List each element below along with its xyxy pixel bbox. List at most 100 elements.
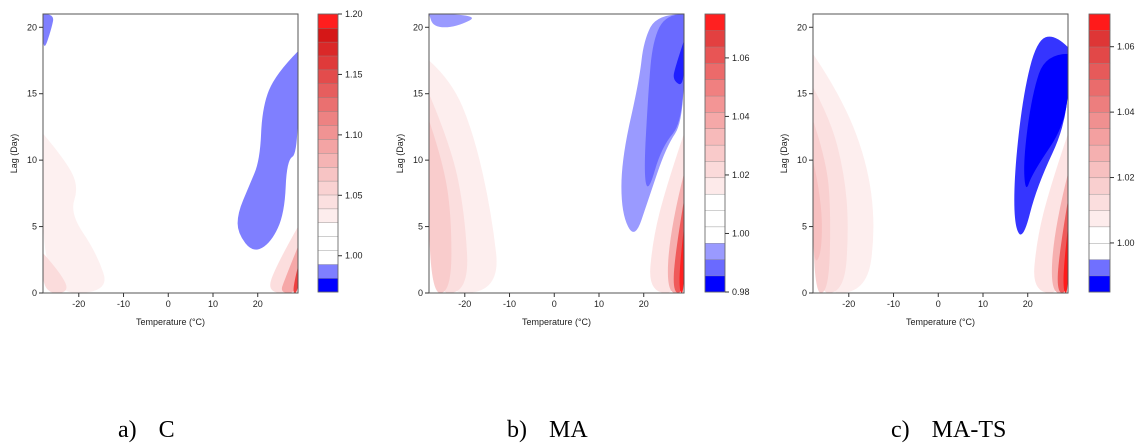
x-tick-label: 0: [936, 299, 941, 309]
x-tick-label: 0: [166, 299, 171, 309]
y-tick-label: 0: [418, 288, 423, 298]
x-tick-label: 10: [208, 299, 218, 309]
colorbar-segment: [704, 79, 726, 97]
colorbar-tick-label: 1.02: [732, 170, 750, 180]
colorbar-tick-label: 1.00: [732, 228, 750, 238]
contour-cold-pink-1: [43, 133, 105, 293]
x-tick-label: 20: [253, 299, 263, 309]
colorbar-segment: [1088, 259, 1111, 277]
x-axis-label: Temperature (°C): [906, 317, 975, 327]
plot-area: [429, 14, 684, 293]
colorbar-segment: [1088, 79, 1111, 97]
colorbar-segment: [1088, 275, 1111, 293]
colorbar-segment: [1088, 177, 1111, 195]
colorbar-segment: [704, 177, 726, 195]
y-tick-label: 10: [27, 155, 37, 165]
contour-hot-pink-2: [281, 246, 298, 293]
caption-letter: a): [118, 417, 137, 443]
colorbar-tick-label: 1.10: [345, 130, 363, 140]
colorbar-tick-label: 1.04: [1117, 107, 1135, 117]
caption-name: MA: [549, 417, 588, 443]
colorbar-segment: [317, 222, 339, 237]
panel-2: -20 -10 0 10 20 0 5 10 15 20 Temperature (°C) Lag (…: [395, 13, 750, 443]
plot-frame: [812, 13, 1069, 294]
colorbar-segment: [317, 166, 339, 182]
colorbar-segment: [704, 144, 726, 162]
colorbar-segment: [1088, 62, 1111, 80]
colorbar-tick-label: 1.06: [732, 53, 750, 63]
contour-cold-pink-4: [813, 160, 822, 261]
colorbar-segment: [317, 69, 339, 84]
colorbar-segment: [317, 124, 339, 140]
colorbar-segment: [704, 259, 726, 277]
caption-letter: c): [891, 417, 910, 443]
colorbar-segment: [1088, 210, 1111, 228]
colorbar-segment: [317, 27, 339, 43]
y-axis-label: Lag (Day): [395, 134, 405, 174]
panel-caption: c) MA-TS: [891, 417, 1006, 443]
colorbar-tick-label: 1.20: [345, 9, 363, 19]
contour-cold-pink-3: [429, 120, 452, 293]
colorbar-segment: [704, 242, 726, 260]
colorbar-tick-label: 1.05: [345, 190, 363, 200]
colorbar-segment: [1088, 193, 1111, 211]
plot-frame: [428, 13, 685, 294]
colorbar-segment: [1088, 111, 1111, 129]
colorbar-segment: [317, 194, 339, 210]
colorbar-segment: [1088, 144, 1111, 162]
panel-caption: b) MA: [507, 417, 588, 443]
colorbar-tick-label: 1.00: [345, 251, 363, 261]
colorbar-segment: [317, 152, 339, 168]
colorbar-segment: [317, 236, 339, 251]
y-tick-label: 5: [32, 222, 37, 232]
x-tick-label: 10: [594, 299, 604, 309]
contour-heat-effect-dark: [673, 40, 684, 85]
colorbar-segment: [317, 13, 339, 29]
colorbar-segment: [704, 111, 726, 129]
colorbar: 1.00 1.02 1.04 1.06: [1088, 13, 1135, 293]
colorbar-segment: [317, 138, 339, 154]
caption-name: C: [159, 417, 175, 443]
panel-3: -20 -10 0 10 20 0 5 10 15 20 Temperature (°C) Lag (…: [779, 13, 1135, 443]
y-tick-label: 15: [27, 89, 37, 99]
x-tick-label: 20: [1023, 299, 1033, 309]
colorbar-tick-label: 0.98: [732, 287, 750, 297]
y-tick-label: 15: [797, 89, 807, 99]
plot-frame: [42, 13, 299, 294]
colorbar-segment: [317, 41, 339, 57]
colorbar-tick-label: 1.06: [1117, 42, 1135, 52]
x-axis-label: Temperature (°C): [136, 317, 205, 327]
y-tick-label: 10: [413, 155, 423, 165]
plot-area: [813, 14, 1068, 293]
colorbar-segment: [317, 83, 339, 98]
contour-heat-effect-dark: [1024, 53, 1068, 188]
x-tick-label: 10: [978, 299, 988, 309]
colorbar-frame: [317, 13, 339, 293]
contour-hot-red: [293, 266, 298, 293]
x-tick-label: -10: [117, 299, 130, 309]
colorbar-segment: [1088, 128, 1111, 146]
x-tick-label: -20: [842, 299, 855, 309]
y-tick-label: 10: [797, 155, 807, 165]
colorbar-segment: [317, 55, 339, 71]
colorbar-segment: [317, 250, 339, 265]
colorbar-segment: [317, 97, 339, 112]
colorbar-segment: [704, 210, 726, 228]
plot-area: [43, 14, 298, 293]
y-tick-label: 20: [413, 22, 423, 32]
x-tick-label: -10: [887, 299, 900, 309]
contour-heat-effect-mid: [644, 14, 684, 187]
colorbar-tick-label: 1.00: [1117, 238, 1135, 248]
y-axis-label: Lag (Day): [9, 134, 19, 174]
colorbar-frame: [704, 13, 726, 293]
colorbar-segment: [1088, 242, 1111, 260]
x-tick-label: -20: [72, 299, 85, 309]
contour-heat-effect: [237, 51, 298, 250]
colorbar-frame: [1088, 13, 1111, 293]
colorbar-segment: [317, 111, 339, 126]
y-axis-label: Lag (Day): [779, 134, 789, 174]
y-tick-label: 0: [802, 288, 807, 298]
colorbar-segment: [704, 13, 726, 31]
colorbar-tick-label: 1.02: [1117, 173, 1135, 183]
x-tick-label: -20: [458, 299, 471, 309]
